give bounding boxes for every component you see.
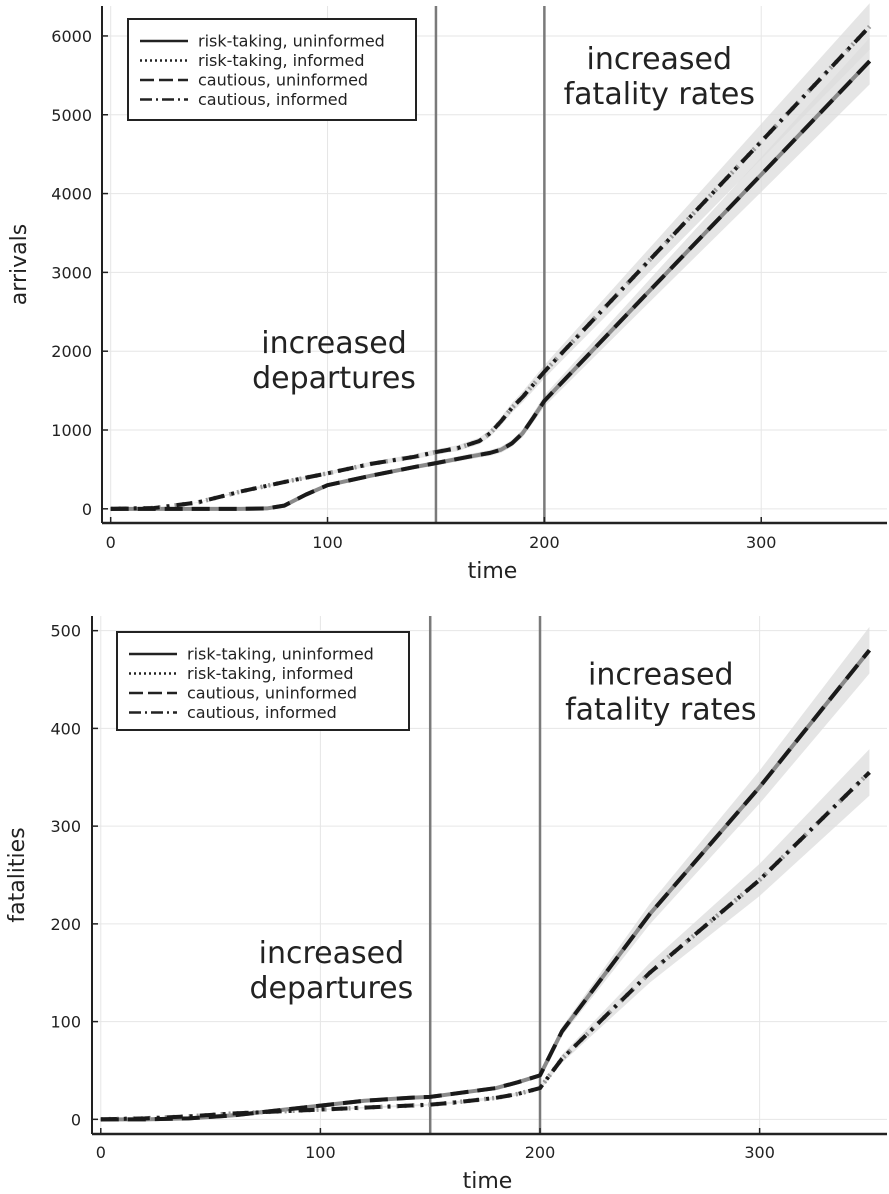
series-line-cautious-uninformed (110, 59, 872, 511)
annotation-line: increased (588, 657, 734, 692)
series-lines (100, 648, 872, 1122)
y-axis-label: fatalities (5, 827, 30, 922)
x-tick-label: 200 (529, 533, 560, 552)
legend-label: cautious, uninformed (187, 684, 357, 703)
legend-label: risk-taking, uninformed (198, 32, 385, 51)
y-tick-label: 3000 (51, 263, 92, 282)
y-axis-label: arrivals (7, 224, 32, 305)
y-tick-label: 2000 (51, 342, 92, 361)
x-tick-label: 100 (312, 533, 343, 552)
annotation-text: increased fatality rates (564, 42, 755, 112)
series-line-cautious-informed (110, 25, 872, 511)
series-line-risk-taking-informed (100, 770, 872, 1122)
arrivals-chart: 0 100 200 3000100020003000400050006000timea… (7, 3, 887, 584)
x-tick-label: 200 (525, 1143, 556, 1162)
legend-label: cautious, uninformed (198, 71, 368, 90)
y-tick-label: 4000 (51, 185, 92, 204)
annotation-text: increased departures (249, 936, 413, 1006)
legend-label: risk-taking, informed (198, 51, 365, 70)
y-tick-label: 6000 (51, 27, 92, 46)
y-tick-label: 100 (50, 1013, 81, 1032)
y-tick-label: 400 (50, 719, 81, 738)
annotation-line: increased (587, 42, 733, 77)
y-tick-label: 0 (82, 500, 92, 519)
annotation-line: departures (249, 971, 413, 1006)
x-tick-label: 300 (746, 533, 777, 552)
y-tick-label: 1000 (51, 421, 92, 440)
legend-box (116, 631, 410, 731)
annotation-line: fatality rates (565, 692, 756, 727)
x-tick-label: 100 (305, 1143, 336, 1162)
legend-label: cautious, informed (198, 90, 348, 109)
legend-box (127, 18, 417, 121)
series-line-cautious-informed (100, 770, 871, 1122)
x-axis-label: time (468, 559, 518, 584)
y-tick-label: 5000 (51, 106, 92, 125)
y-tick-label: 200 (50, 915, 81, 934)
legend-label: risk-taking, uninformed (187, 645, 374, 664)
fatalities-chart: 0 100 200 300 0 100 200 300 400 500 time fatalities… (5, 616, 887, 1194)
series-lines (110, 24, 872, 512)
y-tick-label: 500 (50, 622, 81, 641)
x-tick-label: 300 (744, 1143, 775, 1162)
annotation-line: fatality rates (564, 77, 755, 112)
annotation-line: increased (261, 326, 407, 361)
x-axis-label: time (463, 1169, 513, 1194)
legend-label: cautious, informed (187, 703, 337, 722)
annotation-line: departures (252, 361, 416, 396)
x-tick-label: 0 (106, 533, 116, 552)
y-tick-label: 0 (71, 1110, 81, 1129)
legend-label: risk-taking, informed (187, 664, 354, 683)
annotation-text: increased fatality rates (565, 657, 756, 727)
annotation-line: increased (259, 936, 405, 971)
annotation-text: increased departures (252, 326, 416, 396)
y-tick-label: 300 (50, 817, 81, 836)
series-line-risk-taking-uninformed (110, 59, 872, 511)
series-line-cautious-uninformed (100, 648, 871, 1122)
x-tick-label: 0 (96, 1143, 106, 1162)
